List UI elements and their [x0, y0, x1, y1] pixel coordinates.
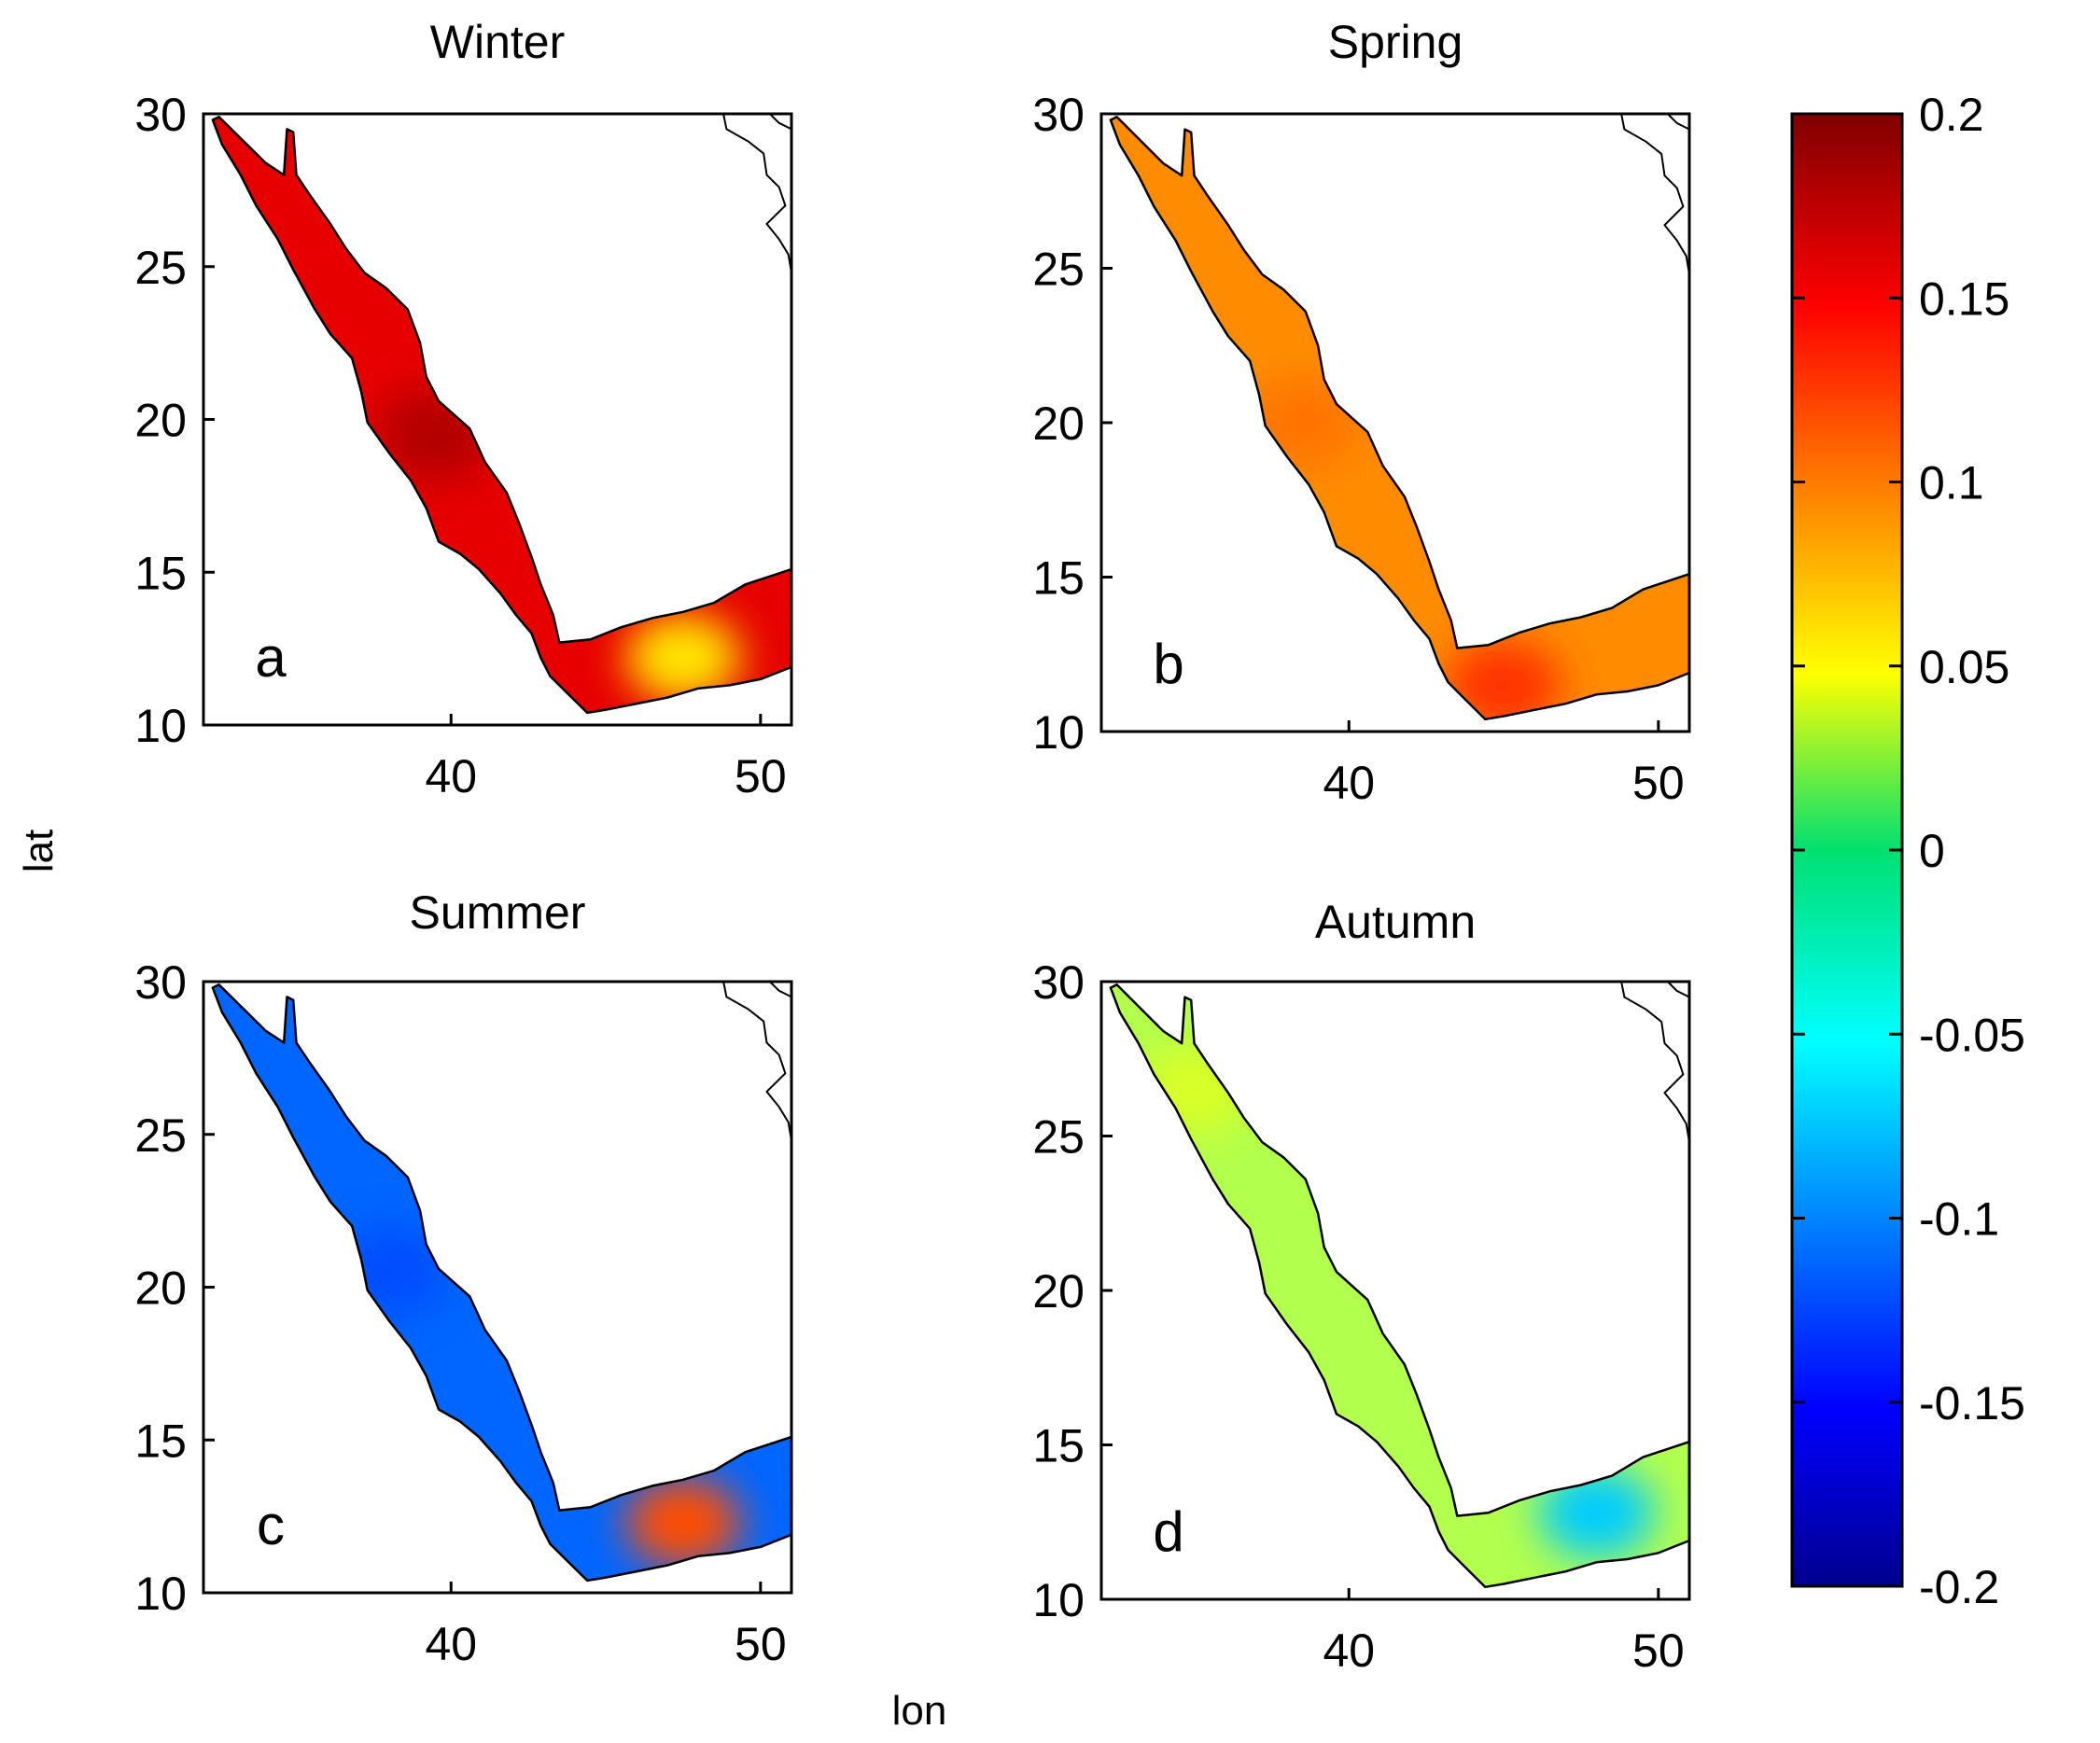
colorbar-tick-label: 0.1: [1919, 457, 1984, 509]
panel-title: Autumn: [1315, 896, 1476, 948]
panel-winter: Winter 10 15 20 25 30 40 50 a: [134, 16, 793, 802]
x-tick-label: 40: [425, 1618, 477, 1670]
x-tick-label: 40: [1323, 1624, 1375, 1677]
y-tick-label: 30: [134, 956, 187, 1009]
land-coastline: [1667, 981, 1690, 998]
colorbar-tick-label: -0.2: [1919, 1561, 1999, 1613]
x-tick-label: 50: [735, 1618, 787, 1670]
panel-title: Summer: [410, 886, 586, 939]
y-tick-label: 25: [1032, 244, 1085, 296]
y-tick-label: 10: [1032, 706, 1085, 759]
land-coastline: [1667, 113, 1690, 131]
panel-letter: a: [255, 626, 287, 689]
colorbar-tick-label: 0.2: [1919, 89, 1984, 141]
y-tick-label: 20: [1032, 1265, 1085, 1318]
y-tick-label: 25: [1032, 1111, 1085, 1164]
x-axis-label: lon: [892, 1688, 947, 1734]
colorbar-tick-label: 0.15: [1919, 272, 2009, 325]
y-tick-label: 15: [1032, 552, 1085, 605]
anomaly-blob: [624, 613, 741, 703]
panel-autumn: Autumn 10 15 20 25 30 40 50 d: [1032, 896, 1691, 1677]
y-tick-label: 20: [1032, 397, 1085, 450]
colorbar-tick-label: -0.05: [1919, 1009, 2025, 1061]
anomaly-blob: [1538, 1468, 1655, 1558]
y-tick-label: 20: [134, 395, 187, 447]
land-coastline: [1620, 113, 1690, 275]
colorbar-tick-label: 0.05: [1919, 641, 2009, 693]
y-tick-label: 10: [1032, 1574, 1085, 1626]
sea-field: [1110, 984, 1689, 1587]
anomaly-blob: [377, 389, 494, 480]
land-coastline: [1620, 981, 1690, 1143]
land-coastline: [722, 981, 792, 1141]
sea-field: [1110, 117, 1689, 719]
colorbar-tick-label: -0.15: [1919, 1377, 2025, 1429]
panels: Winter 10 15 20 25 30 40 50 a Spring 10 15 20 25 30 40 5…: [134, 16, 1691, 1677]
y-tick-label: 30: [134, 89, 187, 141]
anomaly-blob: [1136, 1044, 1253, 1135]
y-tick-label: 20: [134, 1262, 187, 1315]
anomaly-blob: [1244, 378, 1361, 467]
anomaly-blob: [624, 1477, 741, 1568]
land-coastline: [769, 981, 792, 998]
panel-title: Spring: [1328, 16, 1463, 68]
panel-letter: b: [1153, 633, 1183, 695]
land-coastline: [769, 113, 792, 131]
panel-spring: Spring 10 15 20 25 30 40 50 b: [1032, 16, 1691, 809]
y-tick-label: 30: [1032, 89, 1085, 141]
y-tick-label: 30: [1032, 956, 1085, 1009]
sea-field: [212, 117, 791, 713]
x-tick-label: 50: [1632, 757, 1685, 809]
panel-letter: d: [1153, 1500, 1183, 1563]
x-tick-label: 40: [425, 750, 477, 802]
sea-field: [212, 984, 791, 1581]
land-coastline: [722, 113, 792, 273]
colorbar-gradient: [1790, 112, 1904, 1588]
y-axis-label: lat: [16, 830, 62, 872]
colorbar-tick-label: 0: [1919, 825, 1945, 877]
panel-summer: Summer 10 15 20 25 30 40 50 c: [134, 886, 793, 1670]
y-tick-label: 10: [134, 1568, 187, 1620]
y-tick-label: 15: [1032, 1420, 1085, 1472]
y-tick-label: 10: [134, 700, 187, 752]
panel-title: Winter: [430, 16, 565, 68]
colorbar-tick-label: -0.1: [1919, 1193, 1999, 1246]
panel-letter: c: [257, 1494, 285, 1556]
y-tick-label: 15: [134, 1415, 187, 1467]
x-tick-label: 50: [1632, 1624, 1685, 1677]
y-tick-label: 25: [134, 242, 187, 294]
x-tick-label: 40: [1323, 757, 1375, 809]
y-tick-label: 25: [134, 1109, 187, 1162]
y-tick-label: 15: [134, 547, 187, 599]
x-tick-label: 50: [735, 750, 787, 802]
anomaly-blob: [330, 1227, 447, 1318]
colorbar: 0.2 0.15 0.1 0.05 0 -0.05 -0.1 -0.15 -0.2: [1790, 89, 2025, 1613]
